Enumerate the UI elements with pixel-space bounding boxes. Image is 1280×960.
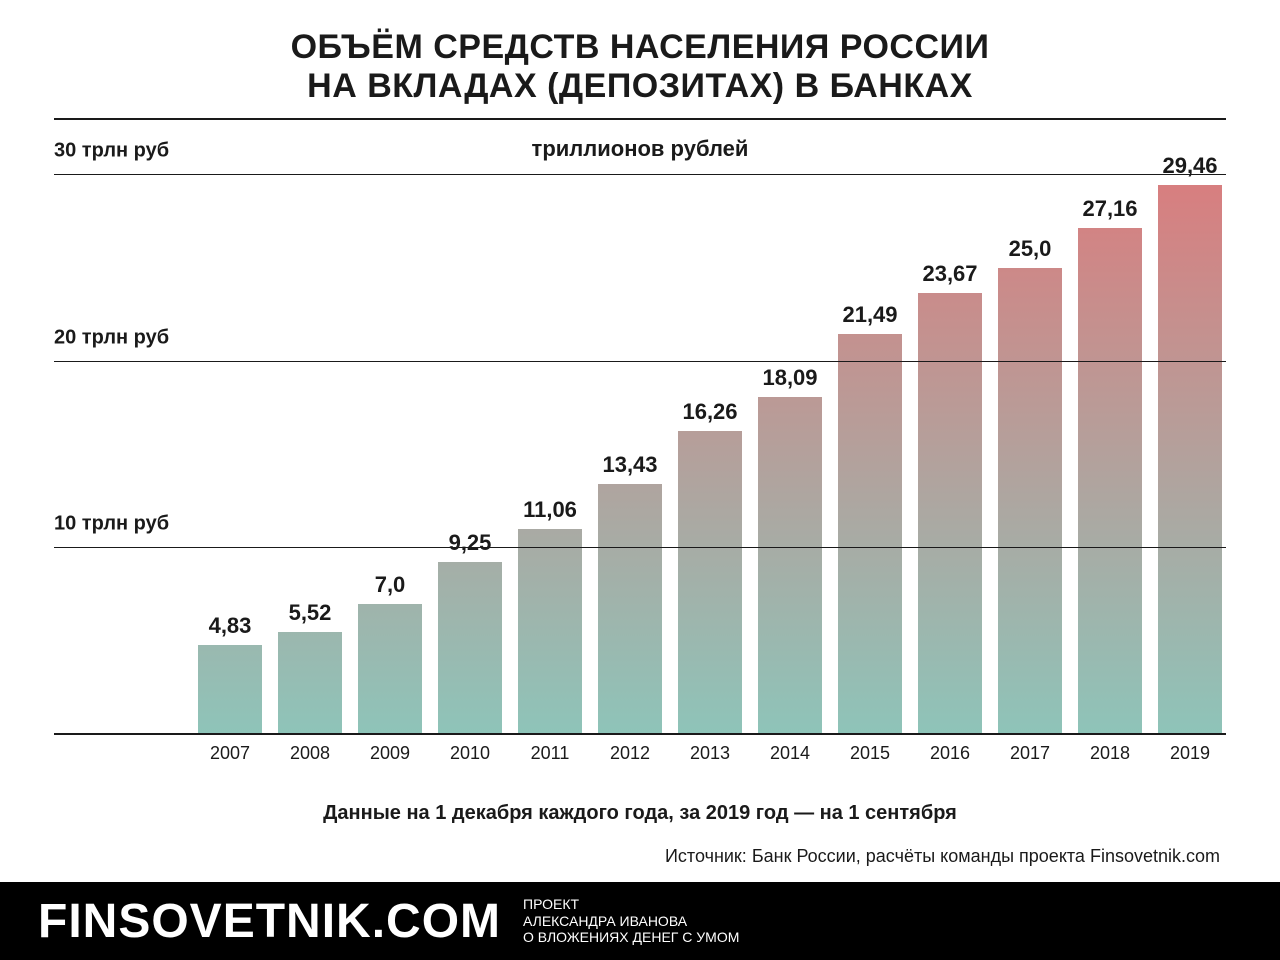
x-tick-label: 2016 (914, 743, 986, 764)
x-tick-label: 2009 (354, 743, 426, 764)
bar (358, 604, 422, 735)
x-tick-label: 2014 (754, 743, 826, 764)
title-line-2: НА ВКЛАДАХ (ДЕПОЗИТАХ) В БАНКАХ (0, 67, 1280, 106)
bar-value-label: 29,46 (1162, 153, 1217, 179)
bar (678, 431, 742, 735)
bar (518, 529, 582, 735)
bar (918, 293, 982, 735)
bar (998, 268, 1062, 735)
bar-slot: 18,09 (754, 365, 826, 735)
bar-value-label: 16,26 (682, 399, 737, 425)
bar (1158, 185, 1222, 735)
y-tick-label: 30 трлн руб (54, 139, 184, 162)
y-tick-label: 10 трлн руб (54, 513, 184, 536)
bar (1078, 228, 1142, 735)
x-tick-label: 2010 (434, 743, 506, 764)
y-tick-label: 20 трлн руб (54, 326, 184, 349)
bar (278, 632, 342, 735)
baseline (54, 733, 1226, 735)
bars-container: 4,83 5,52 7,0 9,25 11,06 13,43 16,26 18,09 21,49… (194, 175, 1226, 735)
footer-logo: FINSOVETNIK.COM (38, 894, 501, 949)
bar-value-label: 11,06 (523, 497, 577, 523)
bar-slot: 23,67 (914, 261, 986, 735)
bar (758, 397, 822, 735)
x-tick-label: 2018 (1074, 743, 1146, 764)
bar-value-label: 4,83 (209, 613, 252, 639)
bar-value-label: 21,49 (842, 302, 897, 328)
bar-value-label: 27,16 (1082, 196, 1137, 222)
bar-slot: 9,25 (434, 530, 506, 735)
bar-value-label: 9,25 (449, 530, 492, 556)
x-tick-label: 2015 (834, 743, 906, 764)
x-tick-label: 2007 (194, 743, 266, 764)
footer-desc-line: О ВЛОЖЕНИЯХ ДЕНЕГ С УМОМ (523, 929, 739, 946)
x-tick-label: 2017 (994, 743, 1066, 764)
bar-value-label: 25,0 (1009, 236, 1052, 262)
bar-value-label: 23,67 (922, 261, 977, 287)
title-line-1: ОБЪЁМ СРЕДСТВ НАСЕЛЕНИЯ РОССИИ (0, 28, 1280, 67)
bar (438, 562, 502, 735)
chart-caption: Данные на 1 декабря каждого года, за 201… (0, 802, 1280, 825)
x-tick-label: 2008 (274, 743, 346, 764)
bar (598, 484, 662, 735)
x-tick-label: 2019 (1154, 743, 1226, 764)
page: ОБЪЁМ СРЕДСТВ НАСЕЛЕНИЯ РОССИИ НА ВКЛАДА… (0, 0, 1280, 960)
bar-slot: 21,49 (834, 302, 906, 735)
chart-title: ОБЪЁМ СРЕДСТВ НАСЕЛЕНИЯ РОССИИ НА ВКЛАДА… (0, 28, 1280, 106)
bar-chart: 4,83 5,52 7,0 9,25 11,06 13,43 16,26 18,09 21,49… (54, 175, 1226, 765)
title-rule (54, 118, 1226, 120)
bar-value-label: 18,09 (762, 365, 817, 391)
x-axis-labels: 2007 2008 2009 2010 2011 2012 2013 2014 2015 2016… (194, 743, 1226, 764)
x-tick-label: 2012 (594, 743, 666, 764)
bar-slot: 16,26 (674, 399, 746, 735)
x-tick-label: 2013 (674, 743, 746, 764)
footer-description: ПРОЕКТ АЛЕКСАНДРА ИВАНОВА О ВЛОЖЕНИЯХ ДЕ… (523, 896, 739, 946)
bar-slot: 29,46 (1154, 153, 1226, 735)
bar (838, 334, 902, 735)
bar-value-label: 13,43 (602, 452, 657, 478)
chart-subtitle: триллионов рублей (0, 136, 1280, 162)
bar-slot: 11,06 (514, 497, 586, 735)
gridline (54, 361, 1226, 362)
x-tick-label: 2011 (514, 743, 586, 764)
bar-value-label: 5,52 (289, 600, 332, 626)
bar-slot: 27,16 (1074, 196, 1146, 735)
footer-desc-line: ПРОЕКТ (523, 896, 739, 913)
bar-slot: 25,0 (994, 236, 1066, 735)
gridline (54, 174, 1226, 175)
bar (198, 645, 262, 735)
footer-desc-line: АЛЕКСАНДРА ИВАНОВА (523, 913, 739, 930)
chart-source: Источник: Банк России, расчёты команды п… (665, 846, 1220, 867)
bar-slot: 7,0 (354, 572, 426, 735)
gridline (54, 547, 1226, 548)
bar-slot: 13,43 (594, 452, 666, 735)
bar-slot: 4,83 (194, 613, 266, 735)
bar-slot: 5,52 (274, 600, 346, 735)
footer: FINSOVETNIK.COM ПРОЕКТ АЛЕКСАНДРА ИВАНОВ… (0, 882, 1280, 960)
bar-value-label: 7,0 (375, 572, 406, 598)
plot-area: 4,83 5,52 7,0 9,25 11,06 13,43 16,26 18,09 21,49… (194, 175, 1226, 735)
